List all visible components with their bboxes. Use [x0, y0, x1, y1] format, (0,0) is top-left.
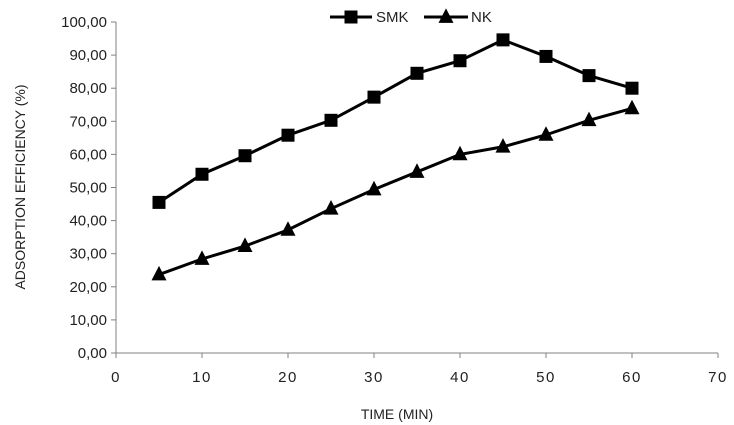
data-point-nk: [280, 221, 296, 236]
series: [151, 33, 640, 281]
data-point-smk: [238, 149, 252, 163]
data-point-smk: [195, 167, 209, 181]
data-point-smk: [453, 54, 467, 68]
y-tick-label: 100,00: [61, 14, 107, 31]
data-point-nk: [194, 250, 210, 265]
tick-labels: 0,00 10,00 20,00 30,00 40,00 50,00 60,00 70,00 8…: [61, 14, 728, 386]
y-tick-label: 20,00: [69, 279, 107, 296]
data-point-smk: [496, 33, 510, 47]
data-point-nk: [409, 163, 425, 178]
legend-label-smk: SMK: [376, 9, 409, 26]
series-line-smk: [158, 38, 633, 204]
data-point-nk: [538, 126, 554, 141]
legend: SMK NK: [330, 8, 492, 26]
y-tick-label: 50,00: [69, 180, 107, 197]
x-tick-label: 40: [450, 369, 470, 386]
data-point-smk: [281, 128, 295, 142]
data-point-nk: [495, 138, 511, 153]
x-tick-label: 50: [536, 369, 556, 386]
y-tick-label: 80,00: [69, 80, 107, 97]
y-tick-label: 90,00: [69, 47, 107, 64]
y-axis-title: ADSORPTION EFFICIENCY (%): [12, 84, 28, 289]
data-point-smk: [539, 49, 553, 63]
legend-marker-nk: [438, 8, 454, 23]
data-point-smk: [367, 90, 381, 104]
y-tick-label: 0,00: [78, 345, 107, 362]
y-tick-label: 30,00: [69, 246, 107, 263]
legend-marker-smk: [344, 10, 358, 24]
legend-item-nk: NK: [424, 8, 492, 26]
axes: [111, 21, 719, 358]
data-point-smk: [324, 113, 338, 127]
data-point-smk: [152, 195, 166, 209]
y-tick-label: 60,00: [69, 146, 107, 163]
series-nk: [151, 99, 640, 281]
series-line-nk: [158, 106, 633, 276]
x-tick-label: 30: [364, 369, 384, 386]
data-point-smk: [582, 69, 596, 83]
y-tick-label: 70,00: [69, 113, 107, 130]
data-point-smk: [625, 81, 639, 95]
data-point-smk: [410, 66, 424, 80]
data-point-nk: [366, 180, 382, 196]
legend-label-nk: NK: [471, 9, 492, 26]
x-tick-label: 70: [708, 369, 728, 386]
x-tick-label: 10: [192, 369, 212, 386]
x-tick-label: 60: [622, 369, 642, 386]
data-point-nk: [624, 99, 640, 115]
y-tick-label: 10,00: [69, 312, 107, 329]
data-point-nk: [581, 111, 597, 127]
x-tick-label: 0: [111, 369, 121, 386]
data-point-nk: [237, 237, 253, 252]
legend-item-smk: SMK: [330, 9, 409, 26]
x-axis-title: TIME (MIN): [361, 406, 433, 422]
data-point-nk: [452, 145, 468, 161]
x-tick-label: 20: [278, 369, 298, 386]
data-point-nk: [151, 265, 167, 281]
data-point-nk: [323, 200, 339, 215]
y-tick-label: 40,00: [69, 213, 107, 230]
series-smk: [152, 33, 639, 209]
